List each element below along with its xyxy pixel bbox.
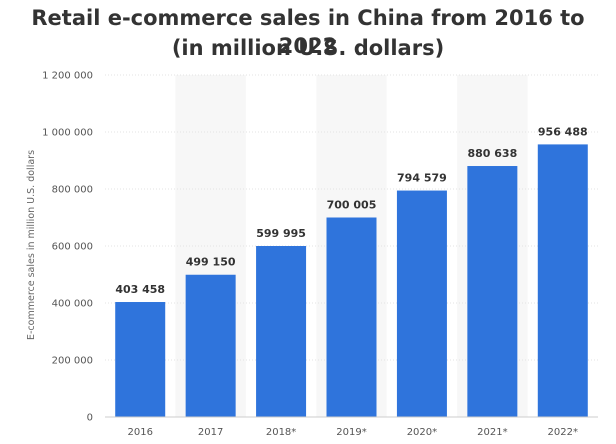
y-tick-label: 1 000 000 bbox=[42, 128, 93, 139]
x-tick-label: 2016 bbox=[127, 427, 152, 438]
x-tick-label: 2017 bbox=[198, 427, 223, 438]
bar bbox=[115, 302, 166, 417]
x-tick-label: 2021* bbox=[477, 427, 507, 438]
data-label: 700 005 bbox=[327, 198, 377, 211]
bar bbox=[185, 274, 236, 417]
y-tick-label: 800 000 bbox=[52, 185, 93, 196]
data-label: 794 579 bbox=[397, 172, 447, 185]
y-axis-title: E-commerce sales in million U.S. dollars bbox=[26, 150, 37, 340]
data-label: 499 150 bbox=[186, 256, 236, 269]
data-label: 599 995 bbox=[256, 227, 306, 240]
x-tick-label: 2022* bbox=[548, 427, 578, 438]
bar bbox=[537, 144, 588, 417]
data-label: 880 638 bbox=[467, 147, 517, 160]
bar bbox=[467, 166, 518, 417]
bar bbox=[256, 246, 307, 417]
y-tick-label: 600 000 bbox=[52, 242, 93, 253]
y-tick-label: 1 200 000 bbox=[42, 71, 93, 82]
data-label: 403 458 bbox=[115, 283, 165, 296]
y-tick-label: 200 000 bbox=[52, 356, 93, 367]
data-label: 956 488 bbox=[538, 125, 588, 138]
bar bbox=[396, 190, 447, 417]
x-tick-label: 2020* bbox=[407, 427, 437, 438]
x-tick-label: 2018* bbox=[266, 427, 296, 438]
chart-subtitle: (in million U.S. dollars) bbox=[171, 36, 445, 60]
y-tick-label: 400 000 bbox=[52, 299, 93, 310]
x-tick-label: 2019* bbox=[336, 427, 366, 438]
bar bbox=[326, 217, 377, 417]
y-tick-label: 0 bbox=[87, 413, 93, 424]
chart-title: Retail e-commerce sales in China from 20… bbox=[31, 6, 585, 58]
